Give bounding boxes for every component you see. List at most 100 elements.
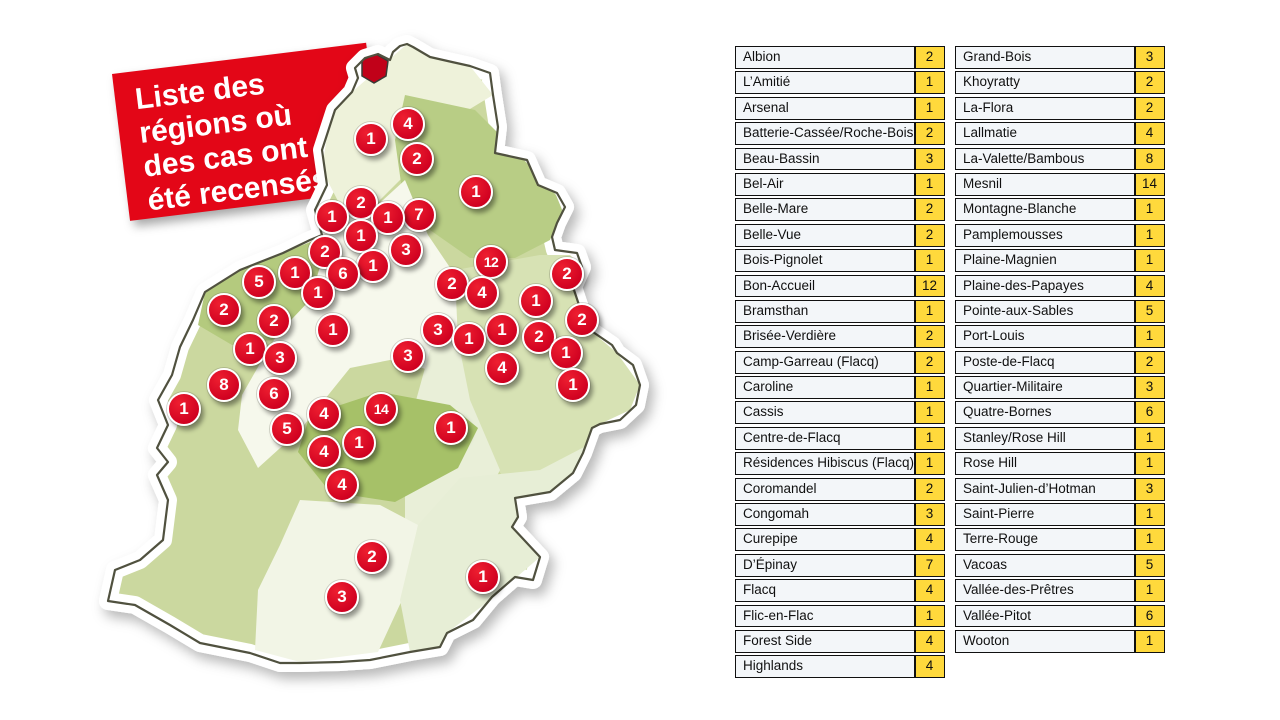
region-name-cell: Caroline bbox=[735, 376, 915, 399]
table-row: Albion 2 bbox=[735, 46, 945, 69]
region-count-cell: 14 bbox=[1134, 172, 1165, 196]
region-name-cell: Wooton bbox=[955, 629, 1135, 653]
region-count-cell: 2 bbox=[914, 223, 945, 247]
table-row: Plaine-Magnien 1 bbox=[955, 249, 1165, 273]
region-count-cell: 1 bbox=[914, 604, 945, 628]
case-count-marker: 1 bbox=[344, 219, 378, 253]
table-row: Curepipe 4 bbox=[735, 528, 945, 552]
region-name-cell: Port-Louis bbox=[955, 325, 1135, 349]
region-count-cell: 1 bbox=[914, 96, 945, 120]
region-count-cell: 12 bbox=[914, 274, 945, 298]
case-count-marker: 3 bbox=[263, 341, 297, 375]
region-name-cell: Mesnil bbox=[955, 172, 1135, 196]
case-count-marker: 1 bbox=[167, 392, 201, 426]
case-count-marker: 1 bbox=[485, 313, 519, 347]
region-count-cell: 1 bbox=[914, 452, 945, 476]
region-name-cell: La-Flora bbox=[955, 96, 1135, 120]
region-count-cell: 7 bbox=[914, 553, 945, 577]
region-name-cell: Bramsthan bbox=[735, 299, 915, 323]
table-row: Quatre-Bornes 6 bbox=[955, 401, 1165, 425]
table-row: Coromandel 2 bbox=[735, 477, 945, 501]
table-row: La-Valette/Bambous 8 bbox=[955, 147, 1165, 171]
case-count-marker: 1 bbox=[316, 313, 350, 347]
region-count-cell: 1 bbox=[1134, 528, 1165, 552]
table-row: La-Flora 2 bbox=[955, 96, 1165, 120]
case-count-marker: 1 bbox=[354, 122, 388, 156]
region-name-cell: Montagne-Blanche bbox=[955, 198, 1135, 222]
table-row: Centre-de-Flacq 1 bbox=[735, 426, 945, 450]
case-count-marker: 3 bbox=[421, 313, 455, 347]
region-name-cell: Congomah bbox=[735, 503, 915, 526]
region-name-cell: Beau-Bassin bbox=[735, 147, 915, 171]
table-row: Stanley/Rose Hill 1 bbox=[955, 426, 1165, 450]
region-count-cell: 2 bbox=[914, 122, 945, 146]
table-row: Belle-Mare 2 bbox=[735, 198, 945, 222]
region-name-cell: Pamplemousses bbox=[955, 223, 1135, 247]
case-count-marker: 12 bbox=[474, 245, 508, 279]
region-count-cell: 4 bbox=[914, 579, 945, 603]
table-row: L’Amitié 1 bbox=[735, 71, 945, 95]
table-row: Camp-Garreau (Flacq) 2 bbox=[735, 350, 945, 374]
case-count-marker: 1 bbox=[342, 426, 376, 460]
region-name-cell: Curepipe bbox=[735, 528, 915, 552]
region-name-cell: Bel-Air bbox=[735, 172, 915, 196]
table-row: Grand-Bois 3 bbox=[955, 46, 1165, 69]
case-count-marker: 4 bbox=[465, 276, 499, 310]
table-row: Arsenal 1 bbox=[735, 96, 945, 120]
table-row: Résidences Hibiscus (Flacq) 1 bbox=[735, 452, 945, 476]
region-name-cell: Vallée-Pitot bbox=[955, 604, 1135, 628]
table-row: Poste-de-Flacq 2 bbox=[955, 350, 1165, 374]
region-name-cell: Brisée-Verdière bbox=[735, 325, 915, 349]
case-count-marker: 2 bbox=[207, 293, 241, 327]
table-row: Wooton 1 bbox=[955, 629, 1165, 653]
case-count-marker: 4 bbox=[391, 107, 425, 141]
region-count-cell: 1 bbox=[914, 299, 945, 323]
table-row: Lallmatie 4 bbox=[955, 122, 1165, 146]
region-name-cell: Résidences Hibiscus (Flacq) bbox=[735, 452, 915, 476]
region-count-cell: 1 bbox=[1134, 426, 1165, 450]
table-row: Caroline 1 bbox=[735, 376, 945, 399]
region-count-cell: 6 bbox=[1134, 604, 1165, 628]
region-count-cell: 1 bbox=[1134, 198, 1165, 222]
region-name-cell: Plaine-Magnien bbox=[955, 249, 1135, 273]
table-row: Port-Louis 1 bbox=[955, 325, 1165, 349]
region-count-cell: 1 bbox=[1134, 579, 1165, 603]
table-row: Mesnil 14 bbox=[955, 172, 1165, 196]
region-name-cell: Terre-Rouge bbox=[955, 528, 1135, 552]
table-row: Belle-Vue 2 bbox=[735, 223, 945, 247]
table-row: Batterie-Cassée/Roche-Bois 2 bbox=[735, 122, 945, 146]
region-count-cell: 2 bbox=[1134, 350, 1165, 374]
case-count-marker: 1 bbox=[549, 336, 583, 370]
region-name-cell: Bois-Pignolet bbox=[735, 249, 915, 273]
mauritius-map: 4 1 2 1 2 7 1 1 1 3 2 1 6 1 5 1 2 2 1 1 3 8 6 1 14 4 5 1 4 4 12 2 4 2 1 2 3 1… bbox=[99, 35, 649, 672]
region-count-cell: 1 bbox=[1134, 325, 1165, 349]
region-count-cell: 1 bbox=[914, 426, 945, 450]
map-svg bbox=[99, 35, 649, 672]
region-name-cell: L’Amitié bbox=[735, 71, 915, 95]
region-name-cell: Vallée-des-Prêtres bbox=[955, 579, 1135, 603]
table-row: Vallée-Pitot 6 bbox=[955, 604, 1165, 628]
region-count-cell: 4 bbox=[1134, 274, 1165, 298]
region-count-cell: 2 bbox=[1134, 96, 1165, 120]
region-count-cell: 4 bbox=[1134, 122, 1165, 146]
region-name-cell: Flic-en-Flac bbox=[735, 604, 915, 628]
region-name-cell: Grand-Bois bbox=[955, 46, 1135, 69]
region-name-cell: Rose Hill bbox=[955, 452, 1135, 476]
case-count-marker: 1 bbox=[519, 284, 553, 318]
region-count-cell: 6 bbox=[1134, 401, 1165, 425]
region-count-cell: 1 bbox=[914, 172, 945, 196]
case-count-marker: 5 bbox=[242, 265, 276, 299]
case-count-marker: 1 bbox=[371, 201, 405, 235]
region-name-cell: Plaine-des-Papayes bbox=[955, 274, 1135, 298]
region-name-cell: Poste-de-Flacq bbox=[955, 350, 1135, 374]
region-count-cell: 4 bbox=[914, 528, 945, 552]
case-count-marker: 2 bbox=[550, 257, 584, 291]
region-name-cell: La-Valette/Bambous bbox=[955, 147, 1135, 171]
table-row: D’Épinay 7 bbox=[735, 553, 945, 577]
region-name-cell: Lallmatie bbox=[955, 122, 1135, 146]
region-count-cell: 1 bbox=[914, 401, 945, 425]
case-count-marker: 7 bbox=[402, 198, 436, 232]
table-row: Plaine-des-Papayes 4 bbox=[955, 274, 1165, 298]
case-count-marker: 2 bbox=[400, 142, 434, 176]
table-row: Saint-Pierre 1 bbox=[955, 503, 1165, 526]
